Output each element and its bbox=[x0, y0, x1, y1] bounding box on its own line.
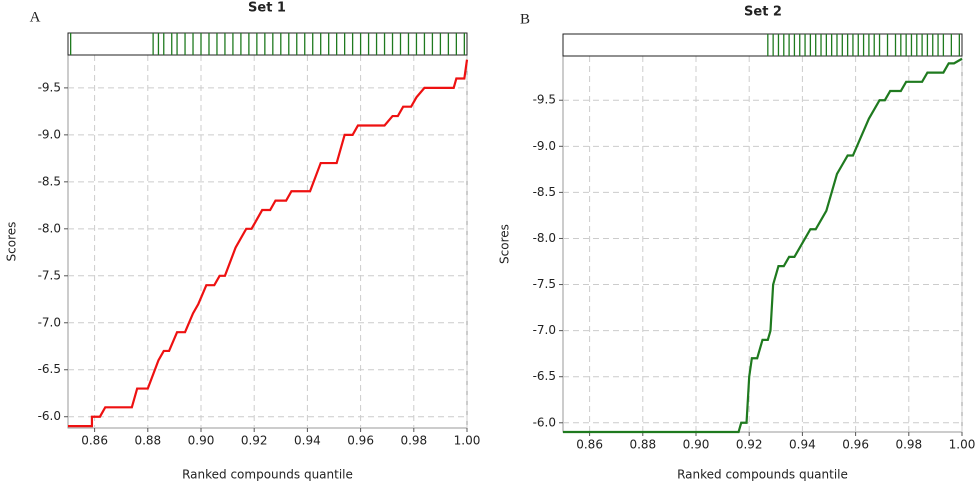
y-axis-label: Scores bbox=[498, 224, 512, 264]
x-tick-label: 0.92 bbox=[736, 438, 763, 452]
y-tick-label: -9.5 bbox=[38, 80, 61, 94]
rug-strip bbox=[562, 33, 963, 57]
x-tick-label: 0.98 bbox=[400, 434, 427, 448]
y-axis-label: Scores bbox=[5, 222, 19, 262]
y-tick-label: -9.5 bbox=[533, 93, 556, 107]
y-tick-label: -8.5 bbox=[38, 174, 61, 188]
y-tick-label: -7.5 bbox=[533, 277, 556, 291]
x-tick-label: 0.96 bbox=[842, 438, 869, 452]
x-axis-label: Ranked compounds quantile bbox=[677, 468, 848, 482]
x-tick-label: 0.96 bbox=[347, 434, 374, 448]
y-tick-label: -7.0 bbox=[533, 323, 556, 337]
y-tick-label: -6.5 bbox=[533, 369, 556, 383]
x-tick-label: 0.88 bbox=[134, 434, 161, 448]
score-line bbox=[563, 57, 963, 434]
plot-area bbox=[562, 55, 963, 433]
x-tick-label: 1.00 bbox=[949, 438, 975, 452]
panel-label: A bbox=[30, 9, 41, 25]
chart-title: Set 2 bbox=[744, 5, 782, 20]
x-tick-label: 0.94 bbox=[294, 434, 321, 448]
panel-label: B bbox=[520, 11, 530, 27]
x-tick-label: 0.90 bbox=[683, 438, 710, 452]
y-tick-label: -6.5 bbox=[38, 362, 61, 376]
y-tick-label: -9.0 bbox=[38, 127, 61, 141]
chart-title: Set 1 bbox=[248, 1, 286, 16]
x-tick-label: 0.94 bbox=[789, 438, 816, 452]
rug-strip bbox=[67, 32, 468, 56]
x-tick-label: 0.86 bbox=[576, 438, 603, 452]
y-tick-label: -8.0 bbox=[38, 221, 61, 235]
y-tick-label: -8.0 bbox=[533, 231, 556, 245]
plot-area bbox=[67, 54, 468, 429]
y-tick-label: -7.5 bbox=[38, 268, 61, 282]
y-tick-label: -8.5 bbox=[533, 185, 556, 199]
x-tick-label: 0.88 bbox=[629, 438, 656, 452]
x-tick-label: 1.00 bbox=[454, 434, 481, 448]
y-tick-label: -9.0 bbox=[533, 139, 556, 153]
x-tick-label: 0.90 bbox=[188, 434, 215, 448]
y-tick-label: -6.0 bbox=[533, 415, 556, 429]
x-tick-label: 0.98 bbox=[895, 438, 922, 452]
x-tick-label: 0.92 bbox=[241, 434, 268, 448]
x-axis-label: Ranked compounds quantile bbox=[182, 468, 353, 482]
y-tick-label: -7.0 bbox=[38, 315, 61, 329]
score-line bbox=[68, 59, 469, 428]
y-tick-label: -6.0 bbox=[38, 409, 61, 423]
x-tick-label: 0.86 bbox=[81, 434, 108, 448]
